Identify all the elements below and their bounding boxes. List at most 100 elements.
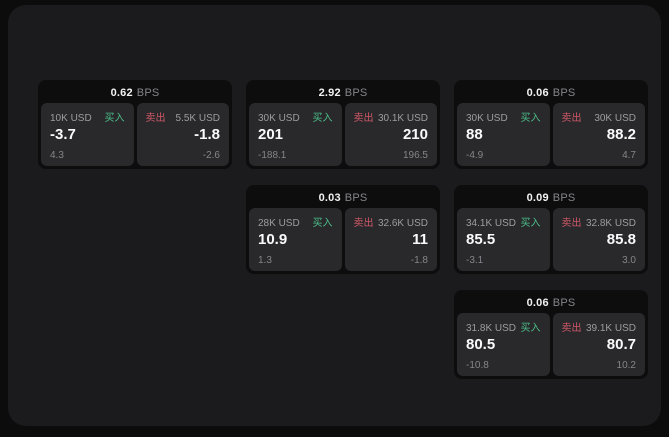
bps-unit-label: BPS bbox=[136, 87, 160, 99]
buy-delta: -188.1 bbox=[258, 150, 287, 161]
quote-tiles: 28K USD 买入 10.9 1.3 卖出 32.6K USD 11 -1.8 bbox=[249, 208, 437, 271]
bps-spread-value: 2.92 bbox=[318, 87, 341, 99]
sell-delta: -1.8 bbox=[410, 255, 428, 266]
sell-price: 80.7 bbox=[606, 336, 636, 353]
buy-tile-header: 10K USD 买入 bbox=[50, 109, 125, 124]
card-header: 0.09 BPS bbox=[457, 188, 645, 208]
sell-price: 88.2 bbox=[606, 126, 636, 143]
sell-amount-label: 32.6K USD bbox=[377, 218, 428, 229]
quote-tiles: 31.8K USD 买入 80.5 -10.8 卖出 39.1K USD 80.… bbox=[457, 313, 645, 376]
sell-tile[interactable]: 卖出 39.1K USD 80.7 10.2 bbox=[552, 313, 645, 376]
sell-tile[interactable]: 卖出 5.5K USD -1.8 -2.6 bbox=[136, 103, 229, 166]
sell-side-label: 卖出 bbox=[353, 218, 374, 229]
sell-tile[interactable]: 卖出 32.8K USD 85.8 3.0 bbox=[552, 208, 645, 271]
sell-side-label: 卖出 bbox=[561, 113, 582, 124]
buy-side-label: 买入 bbox=[312, 218, 333, 229]
sell-price: 11 bbox=[412, 231, 428, 248]
buy-side-label: 买入 bbox=[104, 113, 125, 124]
buy-price: -3.7 bbox=[50, 126, 76, 143]
buy-tile[interactable]: 31.8K USD 买入 80.5 -10.8 bbox=[457, 313, 550, 376]
buy-amount-label: 34.1K USD bbox=[466, 218, 517, 229]
sell-price: 85.8 bbox=[606, 231, 636, 248]
buy-amount-label: 10K USD bbox=[50, 113, 92, 124]
sell-price: -1.8 bbox=[194, 126, 220, 143]
quote-card: 0.62 BPS 10K USD 买入 -3.7 4.3 卖出 5.5K USD… bbox=[38, 80, 232, 169]
buy-tile-header: 28K USD 买入 bbox=[258, 214, 333, 229]
sell-tile-header: 卖出 30.1K USD bbox=[354, 109, 429, 124]
buy-tile-header: 34.1K USD 买入 bbox=[466, 214, 541, 229]
sell-delta: 3.0 bbox=[622, 255, 636, 266]
bps-unit-label: BPS bbox=[552, 87, 576, 99]
buy-delta: -3.1 bbox=[466, 255, 484, 266]
buy-side-label: 买入 bbox=[520, 323, 541, 334]
buy-amount-label: 28K USD bbox=[258, 218, 300, 229]
sell-amount-label: 30K USD bbox=[594, 113, 636, 124]
bps-unit-label: BPS bbox=[552, 192, 576, 204]
bps-unit-label: BPS bbox=[344, 192, 368, 204]
sell-side-label: 卖出 bbox=[561, 323, 582, 334]
buy-price: 201 bbox=[258, 126, 284, 143]
card-header: 0.06 BPS bbox=[457, 293, 645, 313]
sell-amount-label: 5.5K USD bbox=[175, 113, 220, 124]
buy-delta: 1.3 bbox=[258, 255, 272, 266]
buy-amount-label: 31.8K USD bbox=[466, 323, 517, 334]
buy-delta: -4.9 bbox=[466, 150, 484, 161]
sell-tile[interactable]: 卖出 30K USD 88.2 4.7 bbox=[552, 103, 645, 166]
sell-amount-label: 32.8K USD bbox=[585, 218, 636, 229]
sell-side-label: 卖出 bbox=[561, 218, 582, 229]
buy-amount-label: 30K USD bbox=[466, 113, 508, 124]
buy-price: 10.9 bbox=[258, 231, 288, 248]
sell-delta: 10.2 bbox=[616, 360, 636, 371]
quote-tiles: 34.1K USD 买入 85.5 -3.1 卖出 32.8K USD 85.8… bbox=[457, 208, 645, 271]
buy-tile[interactable]: 34.1K USD 买入 85.5 -3.1 bbox=[457, 208, 550, 271]
sell-amount-label: 39.1K USD bbox=[585, 323, 636, 334]
bps-spread-value: 0.06 bbox=[526, 87, 549, 99]
buy-tile-header: 30K USD 买入 bbox=[258, 109, 333, 124]
sell-delta: 196.5 bbox=[402, 150, 428, 161]
quote-card: 0.06 BPS 31.8K USD 买入 80.5 -10.8 卖出 39.1… bbox=[454, 290, 648, 379]
bps-spread-value: 0.09 bbox=[526, 192, 549, 204]
bps-spread-value: 0.06 bbox=[526, 297, 549, 309]
sell-side-label: 卖出 bbox=[353, 113, 374, 124]
buy-tile-header: 31.8K USD 买入 bbox=[466, 319, 541, 334]
bps-spread-value: 0.62 bbox=[110, 87, 133, 99]
sell-tile[interactable]: 卖出 30.1K USD 210 196.5 bbox=[344, 103, 437, 166]
buy-amount-label: 30K USD bbox=[258, 113, 300, 124]
cards-grid: 0.62 BPS 10K USD 买入 -3.7 4.3 卖出 5.5K USD… bbox=[8, 5, 661, 379]
sell-tile-header: 卖出 32.8K USD bbox=[562, 214, 637, 229]
sell-price: 210 bbox=[402, 126, 428, 143]
quote-card: 0.03 BPS 28K USD 买入 10.9 1.3 卖出 32.6K US… bbox=[246, 185, 440, 274]
buy-price: 80.5 bbox=[466, 336, 496, 353]
sell-tile-header: 卖出 5.5K USD bbox=[146, 109, 221, 124]
bps-spread-value: 0.03 bbox=[318, 192, 341, 204]
buy-side-label: 买入 bbox=[312, 113, 333, 124]
quote-card: 0.06 BPS 30K USD 买入 88 -4.9 卖出 30K USD 8… bbox=[454, 80, 648, 169]
quotes-panel: 0.62 BPS 10K USD 买入 -3.7 4.3 卖出 5.5K USD… bbox=[8, 5, 661, 426]
card-header: 0.06 BPS bbox=[457, 83, 645, 103]
sell-delta: 4.7 bbox=[622, 150, 636, 161]
buy-tile[interactable]: 30K USD 买入 88 -4.9 bbox=[457, 103, 550, 166]
bps-unit-label: BPS bbox=[344, 87, 368, 99]
quote-tiles: 30K USD 买入 88 -4.9 卖出 30K USD 88.2 4.7 bbox=[457, 103, 645, 166]
sell-amount-label: 30.1K USD bbox=[377, 113, 428, 124]
quote-card: 0.09 BPS 34.1K USD 买入 85.5 -3.1 卖出 32.8K… bbox=[454, 185, 648, 274]
bps-unit-label: BPS bbox=[552, 297, 576, 309]
sell-side-label: 卖出 bbox=[145, 113, 166, 124]
buy-price: 88 bbox=[466, 126, 483, 143]
sell-delta: -2.6 bbox=[202, 150, 220, 161]
buy-tile[interactable]: 28K USD 买入 10.9 1.3 bbox=[249, 208, 342, 271]
buy-delta: 4.3 bbox=[50, 150, 64, 161]
quote-card: 2.92 BPS 30K USD 买入 201 -188.1 卖出 30.1K … bbox=[246, 80, 440, 169]
sell-tile-header: 卖出 32.6K USD bbox=[354, 214, 429, 229]
buy-price: 85.5 bbox=[466, 231, 496, 248]
sell-tile-header: 卖出 39.1K USD bbox=[562, 319, 637, 334]
card-header: 0.03 BPS bbox=[249, 188, 437, 208]
buy-side-label: 买入 bbox=[520, 113, 541, 124]
buy-side-label: 买入 bbox=[520, 218, 541, 229]
quote-tiles: 10K USD 买入 -3.7 4.3 卖出 5.5K USD -1.8 -2.… bbox=[41, 103, 229, 166]
buy-tile[interactable]: 30K USD 买入 201 -188.1 bbox=[249, 103, 342, 166]
sell-tile[interactable]: 卖出 32.6K USD 11 -1.8 bbox=[344, 208, 437, 271]
buy-delta: -10.8 bbox=[466, 360, 489, 371]
quote-tiles: 30K USD 买入 201 -188.1 卖出 30.1K USD 210 1… bbox=[249, 103, 437, 166]
buy-tile[interactable]: 10K USD 买入 -3.7 4.3 bbox=[41, 103, 134, 166]
